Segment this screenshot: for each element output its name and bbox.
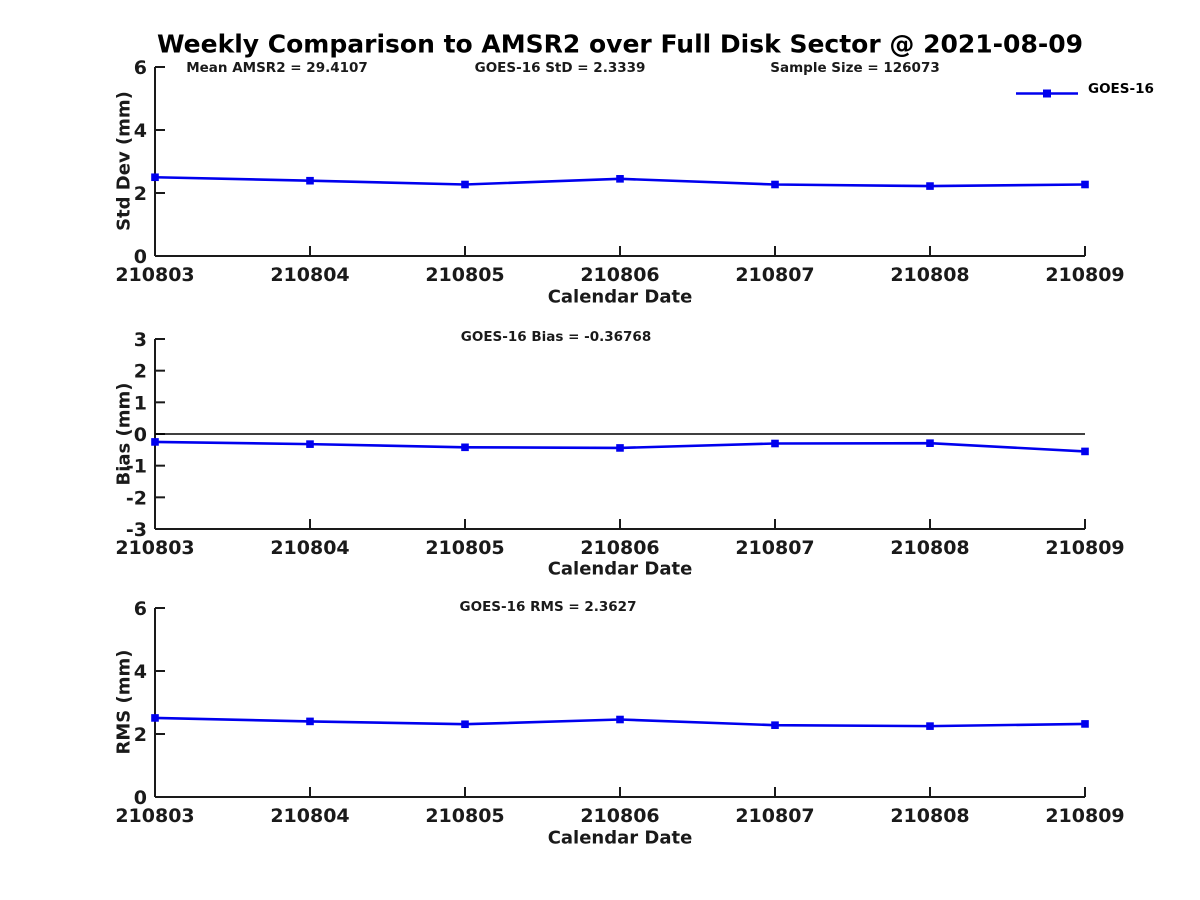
page-title: Weekly Comparison to AMSR2 over Full Dis… (156, 29, 1084, 59)
y-tick-label: 6 (134, 598, 147, 620)
x-tick-label: 210805 (425, 805, 504, 827)
x-tick-label: 210805 (425, 264, 504, 286)
data-point-marker (1081, 720, 1089, 728)
legend (1016, 84, 1078, 103)
y-tick-label: -1 (126, 456, 147, 478)
y-tick-label: 4 (134, 661, 147, 683)
data-point-marker (306, 176, 314, 185)
data-point-marker (926, 439, 934, 447)
x-tick-label: 210803 (115, 264, 194, 286)
x-tick-label: 210807 (735, 805, 814, 827)
data-point-marker (461, 720, 469, 729)
x-tick-label: 210804 (270, 537, 349, 559)
annotation-goes16-std: GOES-16 StD = 2.3339 (474, 60, 646, 76)
x-axis-label-1: Calendar Date (547, 286, 693, 308)
annotation-goes16-rms: GOES-16 RMS = 2.3627 (459, 599, 637, 615)
data-point-marker (926, 182, 934, 190)
x-tick-label: 210807 (735, 537, 814, 559)
x-tick-label: 210809 (1045, 805, 1124, 827)
data-point-marker (151, 173, 159, 182)
x-tick-label: 210809 (1045, 537, 1124, 559)
annotation-mean-amsr2: Mean AMSR2 = 29.4107 (186, 60, 368, 76)
legend-line-icon (1016, 89, 1078, 98)
data-point-marker (1081, 180, 1089, 189)
y-axis-label-std-dev: Std Dev (mm) (113, 91, 135, 231)
y-tick-label: 2 (134, 361, 147, 383)
x-tick-label: 210804 (270, 805, 349, 827)
data-point-marker (616, 715, 624, 724)
y-tick-label: 0 (134, 424, 147, 446)
data-point-marker (151, 714, 159, 722)
y-tick-label: 2 (134, 183, 147, 205)
data-point-marker (461, 180, 469, 189)
data-point-marker (771, 180, 779, 189)
y-axis-label-bias: Bias (mm) (113, 382, 135, 486)
y-tick-label: -2 (126, 487, 147, 509)
y-axis-label-rms: RMS (mm) (113, 649, 135, 755)
y-tick-label: -3 (126, 519, 147, 541)
data-point-marker (306, 440, 314, 448)
data-point-marker (1081, 447, 1089, 456)
annotation-goes16-bias: GOES-16 Bias = -0.36768 (460, 329, 652, 345)
x-tick-label: 210806 (580, 264, 659, 286)
data-point-marker (926, 722, 934, 730)
y-tick-label: 6 (134, 57, 147, 79)
data-point-marker (306, 717, 314, 726)
x-tick-label: 210803 (115, 537, 194, 559)
x-tick-label: 210808 (890, 264, 969, 286)
x-tick-label: 210809 (1045, 264, 1124, 286)
annotation-sample-size: Sample Size = 126073 (770, 60, 940, 76)
y-tick-label: 4 (134, 120, 147, 142)
y-tick-label: 2 (134, 724, 147, 746)
x-tick-label: 210807 (735, 264, 814, 286)
y-tick-label: 3 (134, 329, 147, 351)
data-point-marker (616, 175, 624, 183)
data-point-marker (771, 721, 779, 729)
x-tick-label: 210805 (425, 537, 504, 559)
data-point-marker (151, 438, 159, 446)
x-tick-label: 210806 (580, 805, 659, 827)
x-tick-label: 210808 (890, 805, 969, 827)
data-point-marker (771, 439, 779, 448)
y-tick-label: 1 (134, 392, 147, 414)
legend-label: GOES-16 (1088, 81, 1154, 97)
x-tick-label: 210808 (890, 537, 969, 559)
x-axis-label-2: Calendar Date (547, 558, 693, 580)
x-tick-label: 210803 (115, 805, 194, 827)
x-axis-label-3: Calendar Date (547, 827, 693, 849)
y-tick-label: 0 (134, 246, 147, 268)
x-tick-label: 210804 (270, 264, 349, 286)
data-point-marker (461, 443, 469, 452)
data-point-marker (616, 444, 624, 452)
x-tick-label: 210806 (580, 537, 659, 559)
y-tick-label: 0 (134, 787, 147, 809)
